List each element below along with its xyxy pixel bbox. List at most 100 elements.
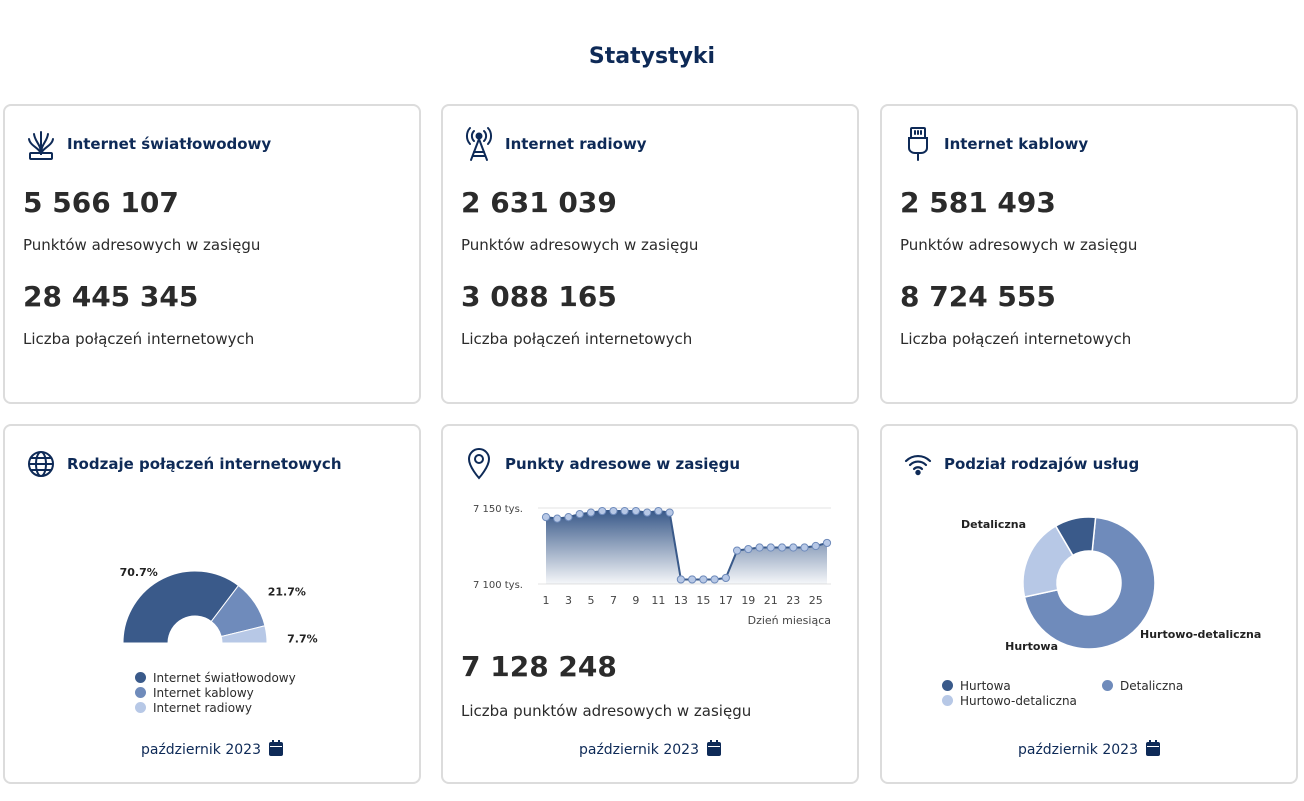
card-cable: Internet kablowy 2 581 493 Punktów adres… (880, 104, 1298, 404)
x-tick-label: 7 (610, 594, 617, 607)
card-address-points: Punkty adresowe w zasięgu 7 100 tys. 7 15… (441, 424, 859, 784)
y-tick-label: 7 100 tys. (473, 580, 523, 591)
data-point[interactable] (777, 543, 787, 552)
radio-tower-icon (463, 126, 495, 162)
wifi-icon (902, 446, 934, 482)
connections-label: Liczba połączeń internetowych (900, 330, 1132, 348)
calendar-icon[interactable] (269, 740, 283, 760)
chart-legend: Internet światłowodowy Internet kablowy In… (135, 670, 296, 715)
x-tick-label: 23 (786, 594, 800, 607)
data-point[interactable] (665, 508, 674, 517)
data-point[interactable] (541, 513, 551, 522)
legend-marker (942, 695, 953, 706)
x-tick-label: 13 (674, 594, 688, 607)
data-point[interactable] (620, 506, 629, 516)
data-point[interactable] (732, 546, 742, 555)
data-point[interactable] (643, 508, 652, 517)
card-connection-types: Rodzaje połączeń internetowych 70.7% 21.7… (3, 424, 421, 784)
fiber-optic-icon (25, 126, 57, 162)
slice-label: 7.7% (287, 633, 318, 646)
x-tick-label: 15 (696, 594, 710, 607)
x-tick-label: 3 (565, 594, 572, 607)
legend-marker (1102, 680, 1113, 691)
legend-marker (135, 702, 146, 713)
card-title: Internet radiowy (505, 135, 647, 153)
connections-value: 8 724 555 (900, 280, 1056, 313)
data-point[interactable] (721, 573, 730, 583)
page-title: Statystyki (588, 44, 716, 69)
legend-item[interactable]: Internet radiowy (135, 700, 296, 715)
card-title: Internet kablowy (944, 135, 1089, 153)
legend-item[interactable]: Internet kablowy (135, 685, 296, 700)
data-point[interactable] (822, 538, 832, 548)
slice-label: Hurtowa (1005, 640, 1058, 653)
data-point[interactable] (609, 506, 618, 516)
address-points-value: 2 581 493 (900, 186, 1056, 219)
slice-2[interactable] (1054, 516, 1097, 557)
period-label: październik 2023 (1017, 742, 1138, 758)
data-point[interactable] (766, 543, 775, 552)
period-selector[interactable]: październik 2023 (5, 740, 419, 760)
address-points-value: 2 631 039 (461, 186, 617, 219)
data-point[interactable] (744, 544, 753, 554)
period-label: październik 2023 (140, 742, 261, 758)
x-tick-label: 9 (632, 594, 639, 607)
legend-item[interactable]: Hurtowo-detaliczna (942, 693, 1077, 708)
card-title: Rodzaje połączeń internetowych (67, 455, 342, 473)
calendar-icon[interactable] (707, 740, 721, 760)
legend-item[interactable]: Internet światłowodowy (135, 670, 296, 685)
card-fiber: Internet światłowodowy 5 566 107 Punktów… (3, 104, 421, 404)
data-point[interactable] (688, 575, 697, 584)
card-services: Podział rodzajów usług Detaliczna Hurtowo… (880, 424, 1298, 784)
x-tick-label: 11 (651, 594, 665, 607)
data-point[interactable] (789, 543, 798, 552)
area-fill (546, 511, 827, 584)
connections-value: 3 088 165 (461, 280, 617, 313)
slice-label: 70.7% (120, 566, 158, 579)
total-address-points-label: Liczba punktów adresowych w zasięgu (461, 702, 752, 720)
slice-0[interactable] (1023, 516, 1156, 650)
data-point[interactable] (564, 513, 573, 522)
data-point[interactable] (811, 541, 820, 551)
connection-types-chart: 70.7% 21.7% 7.7% (120, 566, 318, 646)
x-tick-label: 25 (809, 594, 823, 607)
connections-label: Liczba połączeń internetowych (461, 330, 693, 348)
slice-label: 21.7% (268, 586, 306, 599)
legend-label: Internet kablowy (153, 685, 254, 700)
data-point[interactable] (676, 575, 685, 584)
data-point[interactable] (598, 506, 607, 516)
data-point[interactable] (575, 509, 584, 519)
x-axis-label: Dzień miesiąca (748, 614, 831, 627)
data-point[interactable] (631, 506, 641, 516)
legend-label: Internet światłowodowy (153, 670, 296, 685)
data-point[interactable] (699, 575, 708, 584)
card-title: Podział rodzajów usług (944, 455, 1140, 473)
legend-marker (942, 680, 953, 691)
data-point[interactable] (800, 543, 809, 552)
address-points-label: Punktów adresowych w zasięgu (23, 236, 261, 254)
slice-2[interactable] (220, 625, 268, 644)
data-point[interactable] (586, 508, 596, 517)
legend-item[interactable]: Detaliczna (1102, 678, 1183, 693)
slice-0[interactable] (122, 570, 240, 644)
legend-marker (135, 687, 146, 698)
x-tick-label: 17 (719, 594, 733, 607)
card-title: Punkty adresowe w zasięgu (505, 455, 741, 473)
data-point[interactable] (755, 543, 764, 552)
data-point[interactable] (553, 514, 562, 523)
card-radio: Internet radiowy 2 631 039 Punktów adres… (441, 104, 859, 404)
slice-label: Hurtowo-detaliczna (1140, 628, 1261, 641)
services-chart: Detaliczna Hurtowo-detaliczna Hurtowa (961, 516, 1261, 653)
calendar-icon[interactable] (1146, 740, 1160, 760)
globe-icon (25, 446, 57, 482)
legend-item[interactable]: Hurtowa (942, 678, 1011, 693)
legend-marker (135, 672, 146, 683)
x-tick-label: 1 (543, 594, 550, 607)
data-point[interactable] (654, 506, 663, 516)
data-point[interactable] (710, 575, 719, 584)
period-selector[interactable]: październik 2023 (882, 740, 1296, 760)
period-selector[interactable]: październik 2023 (443, 740, 857, 760)
address-points-label: Punktów adresowych w zasięgu (900, 236, 1138, 254)
address-points-chart: 7 100 tys.7 150 tys.1 3 5 7 9 11 13 15 17 19 21 23 2… (473, 504, 832, 627)
location-pin-icon (463, 446, 495, 482)
